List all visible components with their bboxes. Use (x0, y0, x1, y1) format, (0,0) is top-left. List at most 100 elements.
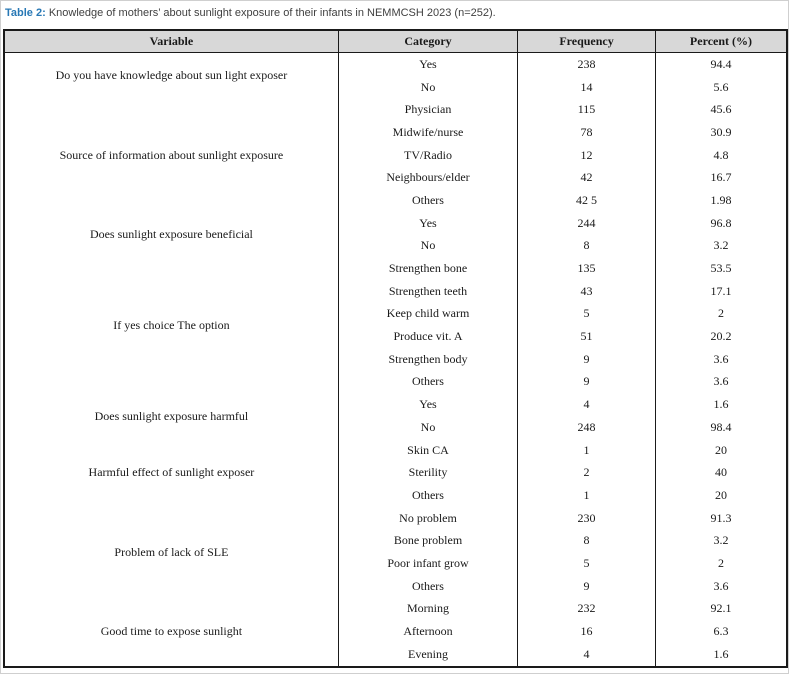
table-row: Do you have knowledge about sun light ex… (4, 52, 787, 82)
category-cell: Strengthen bone (337, 257, 518, 280)
column-header-percent: Percent (%) (654, 30, 787, 53)
column-header-category: Category (337, 30, 518, 53)
table-row: Others 1 20 (4, 484, 787, 507)
category-cell: No (337, 75, 518, 99)
table-row: Others 42 5 1.98 (4, 189, 787, 212)
table-row: Others 9 3.6 (4, 370, 787, 394)
table-row: Does sunlight exposure beneficial Yes 244 9… (4, 211, 787, 241)
variable-cell: Source of information about sunlight exp… (59, 147, 284, 162)
frequency-cell: 2 (517, 461, 656, 485)
percent-cell: 1.6 (654, 642, 787, 667)
percent-cell: 2 (654, 302, 787, 326)
category-cell: Keep child warm (337, 302, 518, 326)
frequency-cell: 43 (517, 279, 656, 303)
variable-cell: Does sunlight exposure beneficial (89, 227, 253, 241)
category-cell: Skin CA (337, 438, 518, 462)
frequency-cell: 244 (517, 211, 656, 235)
table-row: Problem of lack of SLE No problem 230 91.3 (4, 506, 787, 559)
frequency-cell: 1 (517, 484, 656, 507)
percent-cell: 40 (654, 461, 787, 485)
frequency-cell: 230 (517, 506, 656, 530)
table-row: Keep child warm 5 2 (4, 302, 787, 326)
percent-cell: 98.4 (654, 416, 787, 439)
variable-cell: Does sunlight exposure harmful (94, 408, 249, 423)
table-row: Source of information about sunlight exp… (4, 98, 787, 162)
table-row: Evening 4 1.6 (4, 642, 787, 667)
frequency-cell: 12 (517, 143, 656, 167)
table-row: Does sunlight exposure harmful Yes 4 1.6 (4, 393, 787, 423)
table-header-row: Variable Category Frequency Percent (%) (4, 30, 787, 53)
percent-cell: 91.3 (654, 506, 787, 530)
frequency-cell: 135 (517, 257, 656, 280)
table-row: Neighbours/elder 42 16.7 (4, 166, 787, 190)
table-row: Good time to expose sunlight Morning 232 92… (4, 597, 787, 638)
percent-cell: 96.8 (654, 211, 787, 235)
frequency-cell: 1 (517, 438, 656, 462)
category-cell: No (337, 416, 518, 439)
category-cell: No (337, 234, 518, 258)
category-cell: Evening (337, 642, 518, 667)
percent-cell: 4.8 (654, 143, 787, 167)
category-cell: Yes (337, 211, 518, 235)
category-cell: Others (337, 574, 518, 598)
frequency-cell: 8 (517, 234, 656, 258)
percent-cell: 17.1 (654, 279, 787, 303)
variable-cell: Problem of lack of SLE (114, 544, 229, 559)
percent-cell: 1.98 (654, 189, 787, 212)
table-row: Strengthen teeth 43 17.1 (4, 279, 787, 303)
frequency-cell: 9 (517, 370, 656, 394)
category-cell: Sterility (337, 461, 518, 485)
frequency-cell: 9 (517, 574, 656, 598)
table-row: No 248 98.4 (4, 416, 787, 439)
table-row: Strengthen body 9 3.6 (4, 347, 787, 371)
category-cell: Morning (337, 597, 518, 621)
percent-cell: 20 (654, 438, 787, 462)
frequency-cell: 9 (517, 347, 656, 371)
frequency-cell: 4 (517, 642, 656, 667)
category-cell: Afternoon (337, 620, 518, 643)
percent-cell: 3.6 (654, 574, 787, 598)
table-row: Produce vit. A 51 20.2 (4, 325, 787, 348)
table-row: Bone problem 8 3.2 (4, 529, 787, 553)
percent-cell: 3.6 (654, 347, 787, 371)
frequency-cell: 4 (517, 393, 656, 416)
percent-cell: 94.4 (654, 52, 787, 76)
percent-cell: 16.7 (654, 166, 787, 190)
table-row: Others 9 3.6 (4, 574, 787, 598)
variable-cell: If yes choice The option (113, 317, 230, 332)
table-caption-label: Table 2: (5, 7, 46, 19)
category-cell: Others (337, 189, 518, 212)
frequency-cell: 14 (517, 75, 656, 99)
category-cell: No problem (337, 506, 518, 530)
category-cell: Produce vit. A (337, 325, 518, 348)
percent-cell: 3.6 (654, 370, 787, 394)
category-cell: Others (337, 370, 518, 394)
category-cell: Midwife/nurse (337, 121, 518, 144)
table-row: Poor infant grow 5 2 (4, 552, 787, 575)
category-cell: Yes (337, 393, 518, 416)
category-cell: Others (337, 484, 518, 507)
table-caption: Table 2: Knowledge of mothers’ about sun… (1, 1, 788, 20)
table-row: Midwife/nurse 78 30.9 (4, 121, 787, 144)
percent-cell: 3.2 (654, 234, 787, 258)
category-cell: Strengthen body (337, 347, 518, 371)
table-row: TV/Radio 12 4.8 (4, 143, 787, 167)
percent-cell: 5.6 (654, 75, 787, 99)
variable-cell: Harmful effect of sunlight exposer (88, 465, 255, 480)
table-caption-text: Knowledge of mothers’ about sunlight exp… (45, 7, 496, 19)
variable-cell: Do you have knowledge about sun light ex… (55, 68, 288, 83)
table-row: Sterility 2 40 (4, 461, 787, 485)
frequency-cell: 232 (517, 597, 656, 621)
frequency-cell: 78 (517, 121, 656, 144)
percent-cell: 20 (654, 484, 787, 507)
category-cell: Strengthen teeth (337, 279, 518, 303)
category-cell: Neighbours/elder (337, 166, 518, 190)
frequency-cell: 238 (517, 52, 656, 76)
frequency-cell: 5 (517, 302, 656, 326)
category-cell: Bone problem (337, 529, 518, 553)
column-header-frequency: Frequency (517, 30, 656, 53)
percent-cell: 92.1 (654, 597, 787, 621)
frequency-cell: 5 (517, 552, 656, 575)
frequency-cell: 8 (517, 529, 656, 553)
